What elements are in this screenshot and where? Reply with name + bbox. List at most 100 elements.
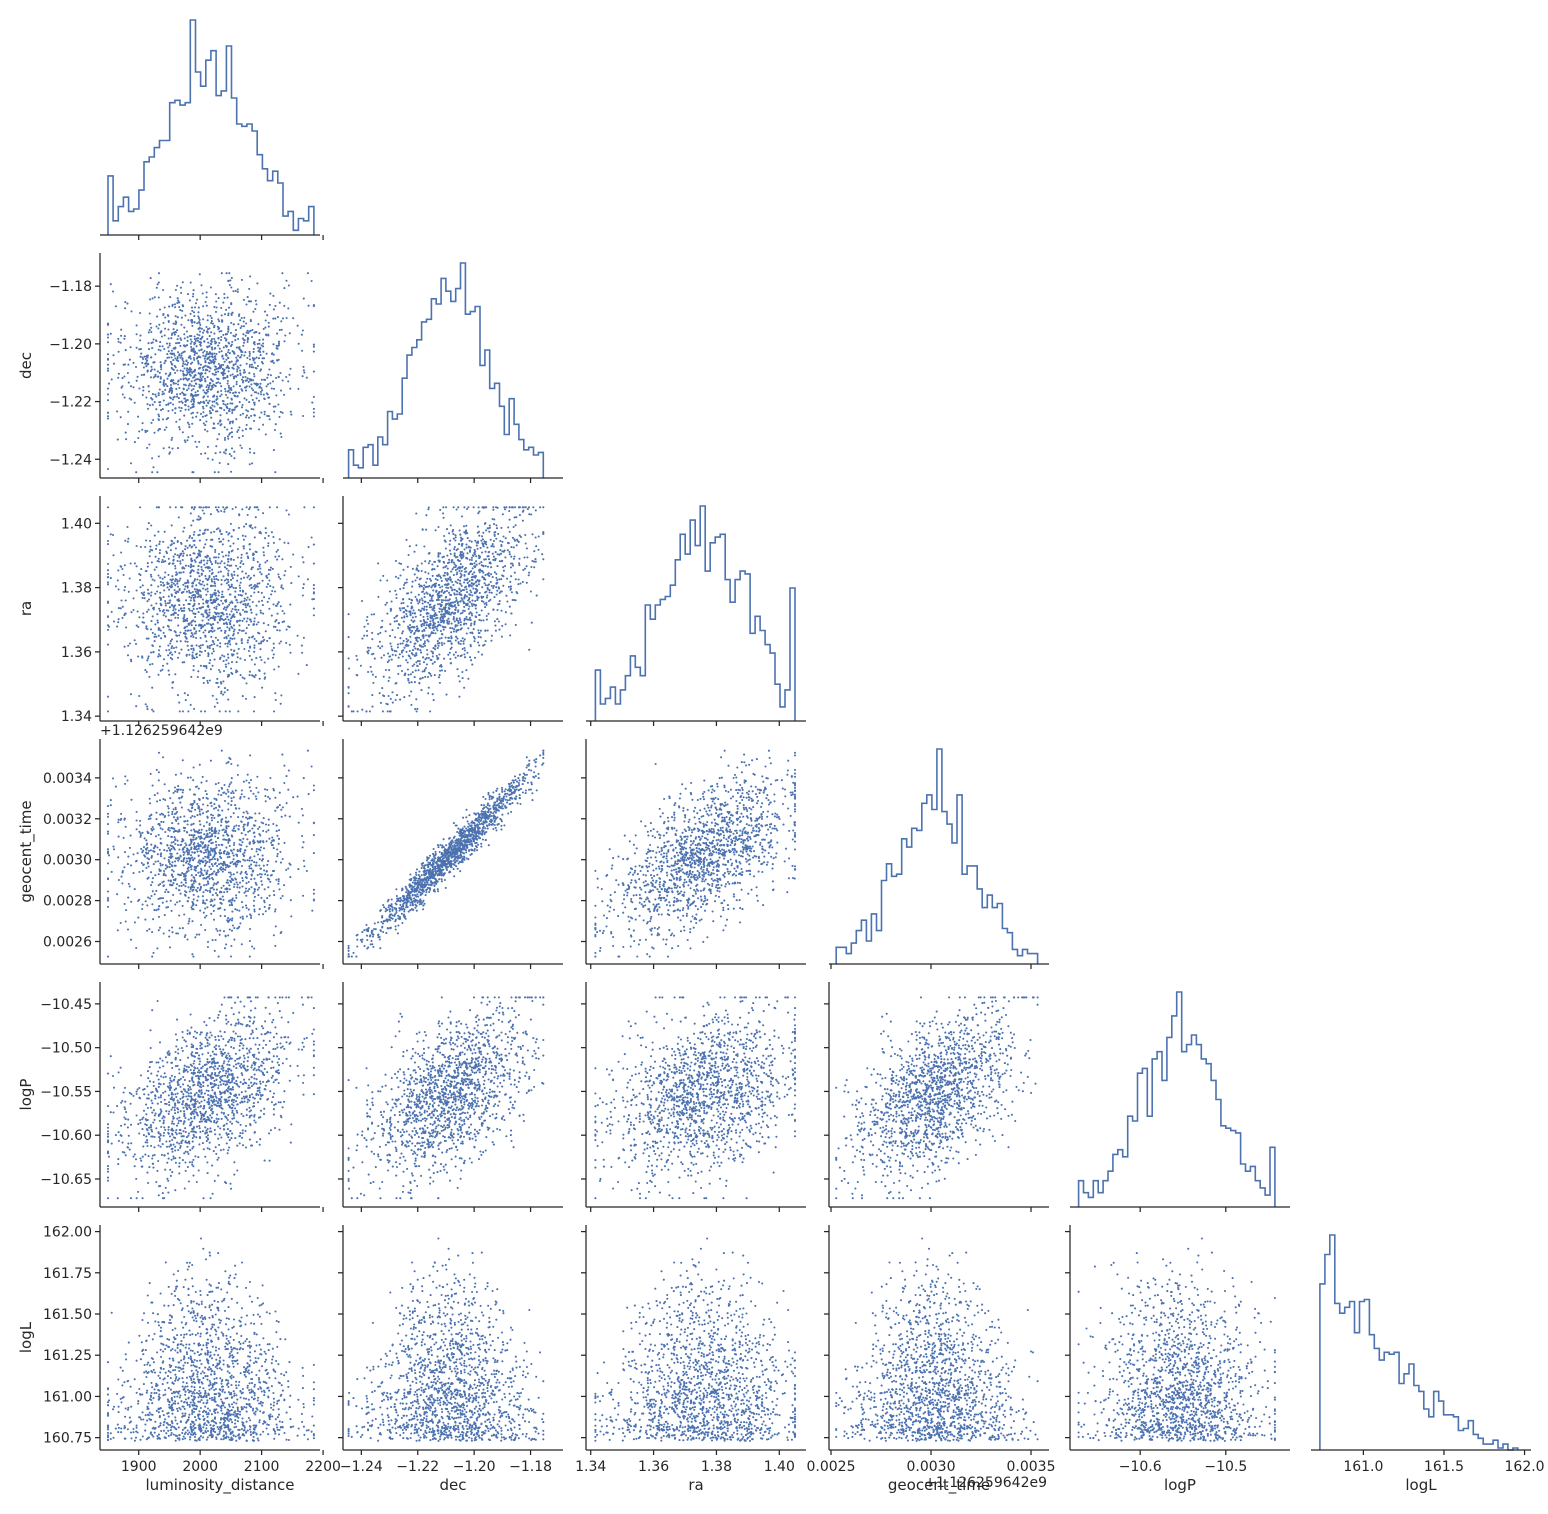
scatter-point — [253, 676, 256, 679]
scatter-point — [406, 668, 409, 671]
scatter-point — [199, 412, 202, 415]
scatter-point — [452, 537, 455, 540]
scatter-point — [178, 406, 181, 409]
scatter-point — [456, 571, 459, 574]
scatter-point — [492, 558, 495, 561]
scatter-point — [136, 375, 139, 378]
scatter-point — [433, 560, 436, 563]
scatter-point — [272, 308, 275, 311]
scatter-point — [450, 631, 453, 634]
scatter-point — [152, 606, 155, 609]
scatter-point — [192, 565, 195, 568]
scatter-point — [167, 409, 170, 413]
scatter-point — [139, 334, 142, 337]
scatter-point — [408, 623, 412, 627]
scatter-point — [272, 646, 275, 649]
scatter-point — [199, 419, 202, 422]
scatter-point — [251, 566, 254, 569]
scatter-point — [201, 292, 204, 295]
scatter-point — [426, 615, 429, 618]
y-tick-label: 1.40 — [61, 516, 92, 532]
scatter-point — [425, 663, 428, 666]
scatter-point — [475, 563, 478, 566]
scatter-point — [156, 370, 159, 373]
scatter-point — [161, 345, 164, 348]
scatter-point — [227, 618, 230, 621]
scatter-point — [194, 612, 197, 615]
scatter-point — [407, 644, 410, 647]
scatter-point — [202, 911, 205, 914]
scatter-point — [188, 534, 192, 538]
scatter-point — [231, 607, 234, 611]
scatter-point — [227, 539, 230, 542]
scatter-point — [162, 581, 165, 584]
scatter-point — [141, 596, 144, 600]
scatter-point — [217, 370, 220, 373]
scatter-point — [379, 579, 382, 582]
scatter-point — [168, 648, 171, 652]
scatter-point — [257, 357, 261, 360]
scatter-point — [182, 530, 185, 533]
scatter-point — [245, 882, 248, 885]
scatter-point — [232, 334, 235, 337]
scatter-point — [195, 298, 199, 301]
scatter-point — [172, 368, 175, 371]
scatter-point — [248, 654, 251, 657]
scatter-point — [274, 423, 277, 426]
scatter-point — [165, 426, 168, 429]
scatter-point — [470, 585, 473, 588]
scatter-point — [172, 322, 175, 325]
scatter-point — [106, 467, 110, 471]
scatter-point — [195, 556, 198, 559]
scatter-point — [161, 418, 165, 421]
scatter-point — [236, 656, 239, 659]
scatter-point — [183, 588, 186, 591]
scatter-point — [158, 388, 161, 391]
scatter-point — [234, 395, 237, 398]
scatter-point — [139, 586, 142, 589]
scatter-point — [263, 661, 266, 664]
scatter-point — [454, 580, 457, 583]
scatter-point — [190, 384, 193, 387]
scatter-point — [149, 628, 153, 631]
scatter-point — [490, 584, 493, 588]
scatter-point — [275, 550, 278, 553]
scatter-point — [463, 506, 466, 509]
scatter-point — [245, 626, 248, 630]
scatter-point — [276, 506, 279, 509]
scatter-point — [390, 647, 393, 651]
scatter-point — [269, 566, 272, 569]
scatter-point — [157, 281, 160, 284]
scatter-point — [423, 600, 426, 603]
scatter-point — [230, 286, 233, 289]
scatter-point — [347, 657, 350, 660]
scatter-point — [417, 608, 420, 612]
scatter-point — [209, 599, 212, 602]
scatter-point — [465, 595, 469, 598]
scatter-point — [416, 576, 419, 579]
scatter-point — [248, 447, 251, 450]
scatter-point — [455, 593, 459, 596]
scatter-point — [143, 355, 146, 358]
scatter-point — [106, 399, 110, 402]
scatter-points — [106, 506, 315, 713]
scatter-point — [197, 355, 200, 358]
scatter-point — [481, 538, 484, 541]
scatter-point — [193, 370, 196, 373]
scatter-point — [253, 696, 256, 699]
scatter-point — [530, 513, 533, 516]
scatter-point — [223, 562, 226, 565]
scatter-point — [447, 636, 450, 639]
scatter-point — [230, 777, 233, 780]
scatter-point — [442, 516, 445, 519]
scatter-point — [234, 605, 237, 608]
scatter-point — [406, 615, 409, 618]
scatter-point — [244, 351, 247, 354]
scatter-point — [465, 570, 468, 573]
scatter-point — [214, 373, 217, 376]
scatter-point — [151, 297, 154, 300]
scatter-point — [147, 348, 151, 351]
scatter-point — [189, 312, 192, 315]
scatter-point — [210, 898, 213, 901]
scatter-point — [394, 636, 397, 639]
